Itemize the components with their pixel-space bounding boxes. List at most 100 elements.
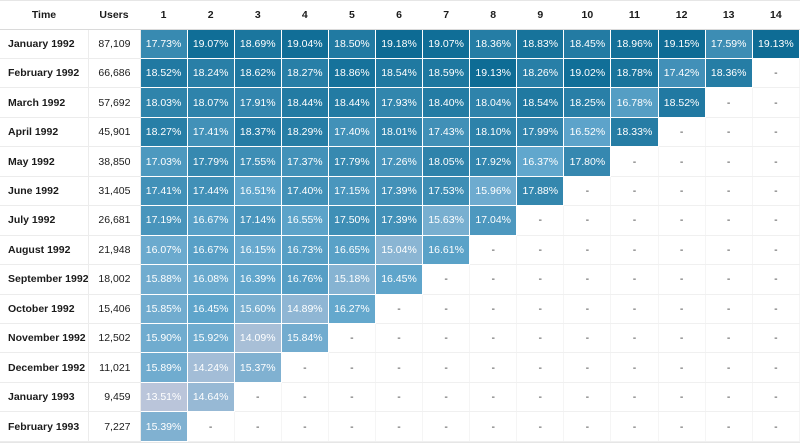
empty-cell: - [469, 352, 518, 383]
retention-cell: 17.79% [327, 146, 376, 177]
retention-cell: 16.27% [327, 293, 376, 325]
retention-cell: 15.84% [280, 323, 329, 354]
retention-cell: 18.27% [280, 57, 329, 89]
empty-cell: - [752, 323, 800, 354]
retention-cell: 18.36% [469, 28, 518, 59]
cohort-users-count: 31,405 [88, 176, 141, 207]
empty-cell: - [658, 264, 706, 295]
period-column-header: 13 [705, 1, 753, 30]
retention-cell: 18.10% [469, 116, 518, 148]
retention-cell: 17.55% [233, 146, 282, 177]
empty-cell: - [422, 294, 471, 325]
empty-cell: - [752, 352, 800, 383]
retention-cell: 19.07% [422, 28, 471, 59]
empty-cell: - [516, 411, 565, 442]
retention-cell: 14.09% [233, 323, 282, 354]
empty-cell: - [234, 411, 282, 442]
empty-cell: - [375, 352, 424, 383]
period-column-header: 10 [563, 1, 611, 30]
empty-cell: - [469, 323, 518, 354]
cohort-users-count: 87,109 [88, 29, 141, 59]
cohort-table-body: January 1992 87,109 17.73% 19.07% 18.69% 19.0… [0, 28, 800, 442]
empty-cell: - [752, 382, 800, 413]
retention-cell: 18.33% [610, 116, 659, 148]
empty-cell: - [469, 235, 518, 266]
empty-cell: - [752, 117, 800, 148]
retention-cell: 17.92% [469, 146, 518, 177]
retention-cell: 17.04% [469, 205, 518, 236]
empty-cell: - [658, 146, 706, 177]
retention-cell: 15.37% [233, 352, 282, 383]
cohort-label: February 1992 [0, 58, 89, 89]
cohort-users-count: 11,021 [88, 352, 141, 383]
empty-cell: - [705, 176, 753, 207]
retention-cell: 13.51% [139, 381, 188, 413]
cohort-users-count: 18,002 [88, 264, 141, 295]
cohort-label: December 1992 [0, 352, 89, 383]
retention-cell: 16.37% [516, 146, 565, 177]
empty-cell: - [563, 264, 612, 295]
empty-cell: - [610, 205, 659, 236]
period-column-header: 14 [752, 1, 800, 30]
empty-cell: - [610, 411, 659, 442]
retention-cell: 16.65% [327, 234, 376, 266]
empty-cell: - [281, 411, 329, 442]
retention-cell: 17.03% [139, 146, 188, 177]
cohort-label: February 1993 [0, 411, 89, 442]
retention-cell: 18.44% [327, 87, 376, 118]
cohort-row: July 1992 26,681 17.19% 16.67% 17.14% 16.55% 1… [0, 205, 800, 236]
retention-cell: 17.15% [327, 175, 376, 207]
period-column-header: 12 [658, 1, 706, 30]
empty-cell: - [516, 294, 565, 325]
retention-cell: 15.39% [139, 411, 188, 442]
empty-cell: - [610, 146, 659, 177]
retention-cell: 18.40% [422, 87, 471, 118]
retention-cell: 18.52% [657, 87, 706, 118]
retention-cell: 17.88% [516, 175, 565, 207]
empty-cell: - [752, 146, 800, 177]
empty-cell: - [375, 382, 424, 413]
retention-cell: 16.08% [186, 264, 235, 295]
cohort-row: February 1992 66,686 18.52% 18.24% 18.62% 18.… [0, 57, 800, 89]
retention-cell: 19.13% [751, 28, 800, 59]
empty-cell: - [610, 294, 659, 325]
empty-cell: - [563, 411, 612, 442]
retention-cell: 17.19% [139, 205, 188, 236]
retention-cell: 15.60% [233, 293, 282, 325]
empty-cell: - [516, 382, 565, 413]
retention-cell: 17.99% [516, 116, 565, 148]
empty-cell: - [422, 411, 471, 442]
retention-cell: 15.88% [139, 264, 188, 295]
empty-cell: - [752, 205, 800, 236]
retention-cell: 19.18% [374, 28, 424, 59]
empty-cell: - [328, 323, 376, 354]
cohort-label: March 1992 [0, 87, 89, 118]
retention-cell: 16.15% [233, 234, 282, 266]
retention-cell: 18.05% [422, 146, 471, 177]
cohort-row: September 1992 18,002 15.88% 16.08% 16.39% 16… [0, 264, 800, 295]
retention-cell: 14.64% [186, 381, 235, 413]
retention-cell: 18.03% [139, 87, 188, 118]
retention-cell: 16.07% [139, 234, 188, 266]
empty-cell: - [658, 352, 706, 383]
empty-cell: - [752, 294, 800, 325]
retention-cell: 18.45% [563, 28, 612, 59]
retention-cell: 18.36% [704, 57, 753, 89]
retention-cell: 18.24% [186, 57, 235, 89]
cohort-users-count: 15,406 [88, 294, 141, 325]
cohort-label: January 1992 [0, 29, 89, 59]
retention-cell: 17.53% [422, 175, 471, 207]
retention-cell: 17.43% [422, 116, 471, 148]
retention-cell: 18.69% [233, 28, 282, 59]
retention-cell: 18.25% [563, 87, 612, 118]
retention-cell: 14.89% [280, 293, 329, 325]
retention-cell: 18.44% [280, 87, 329, 118]
cohort-row: October 1992 15,406 15.85% 16.45% 15.60% 14.8… [0, 293, 800, 325]
empty-cell: - [610, 382, 659, 413]
empty-cell: - [281, 382, 329, 413]
users-column-header: Users [88, 1, 140, 30]
empty-cell: - [234, 382, 282, 413]
retention-cell: 16.39% [233, 264, 282, 295]
cohort-users-count: 7,227 [88, 411, 141, 442]
